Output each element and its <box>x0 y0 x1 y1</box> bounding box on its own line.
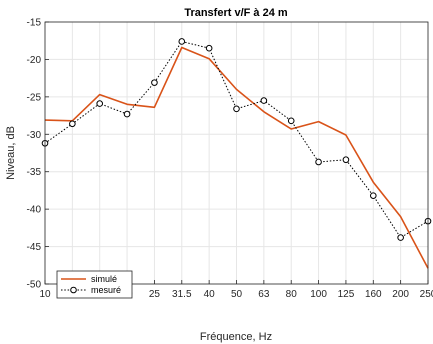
data-point <box>233 105 240 113</box>
x-tick-label: 100 <box>310 289 327 300</box>
legend-box <box>56 270 133 299</box>
y-tick-label: -15 <box>27 18 42 29</box>
data-point <box>397 234 404 241</box>
x-axis-label: Fréquence, Hz <box>200 331 272 343</box>
y-tick-label: -50 <box>27 280 42 291</box>
x-tick-label: 25 <box>149 289 161 300</box>
series-line-simule <box>44 46 429 269</box>
chart-title: Transfert v/F à 24 m <box>184 7 288 19</box>
y-tick-label: -25 <box>27 92 42 103</box>
data-point <box>178 38 186 45</box>
data-point <box>123 110 131 118</box>
legend: simulé mesuré <box>56 270 133 299</box>
data-point <box>260 97 268 104</box>
legend-marker-mesure <box>70 286 77 294</box>
x-tick-label: 160 <box>365 289 382 300</box>
x-tick-label: 63 <box>258 289 270 300</box>
x-tick-label: 40 <box>204 289 216 300</box>
y-tick-label: -20 <box>27 55 42 66</box>
x-tick-label: 80 <box>286 289 298 300</box>
data-point <box>369 192 377 199</box>
data-point <box>205 44 213 52</box>
legend-label-mesure: mesuré <box>91 285 121 295</box>
data-point <box>69 120 76 128</box>
x-tick-label: 125 <box>338 289 355 300</box>
x-tick-label: 10 <box>39 289 51 300</box>
y-axis-label: Niveau, dB <box>5 126 17 180</box>
data-point <box>96 100 104 107</box>
series-layer <box>41 38 432 269</box>
y-tick-label: -45 <box>27 242 42 253</box>
x-tick-label: 50 <box>231 289 243 300</box>
series-line-mesure <box>44 41 429 239</box>
x-tick-label: 250 <box>420 289 433 300</box>
data-point <box>287 117 295 125</box>
y-tick-label: -30 <box>27 130 42 141</box>
data-point <box>315 158 322 166</box>
data-point <box>151 79 158 86</box>
y-tick-label: -40 <box>27 205 42 216</box>
x-tick-label: 31.5 <box>172 289 192 300</box>
legend-label-simule: simulé <box>91 274 117 284</box>
y-ticks: -50 -45 -40 -35 -30 -25 -20 -15 <box>27 18 49 291</box>
x-tick-label: 200 <box>392 289 409 300</box>
y-tick-label: -35 <box>27 167 42 178</box>
data-point <box>342 156 350 164</box>
